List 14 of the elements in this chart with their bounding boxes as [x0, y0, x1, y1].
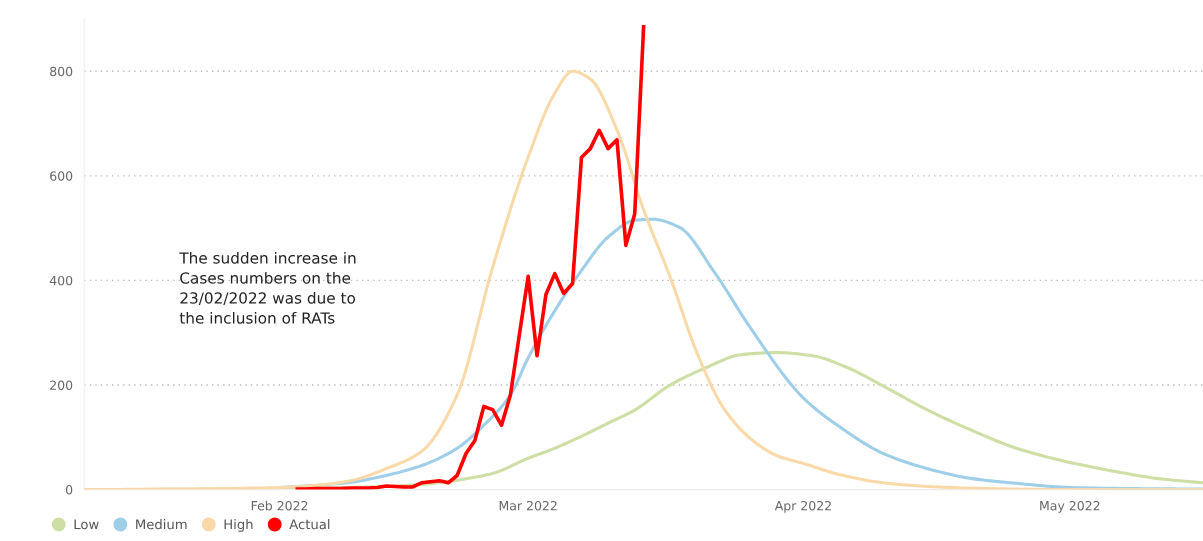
y-tick-label: 600 — [50, 171, 73, 181]
x-tick-label: Apr 2022 — [774, 500, 831, 513]
x-tick-label: Mar 2022 — [499, 500, 557, 511]
x-tick-label: Feb 2022 — [251, 500, 308, 511]
legend-label: Medium — [136, 519, 187, 530]
legend-label: Actual — [289, 519, 330, 530]
y-tick-label: 200 — [50, 380, 73, 390]
legend-label: Low — [74, 519, 99, 530]
annotation: The sudden increase in Cases numbers on the 23/02/2022 was due to the inclusion of RATs — [179, 251, 356, 324]
y-tick-label: 800 — [50, 66, 73, 77]
y-tick-label: 400 — [49, 275, 73, 286]
x-tick-label: May 2022 — [1040, 500, 1100, 513]
legend-label: High — [224, 519, 253, 532]
y-tick-label: 0 — [65, 485, 73, 495]
